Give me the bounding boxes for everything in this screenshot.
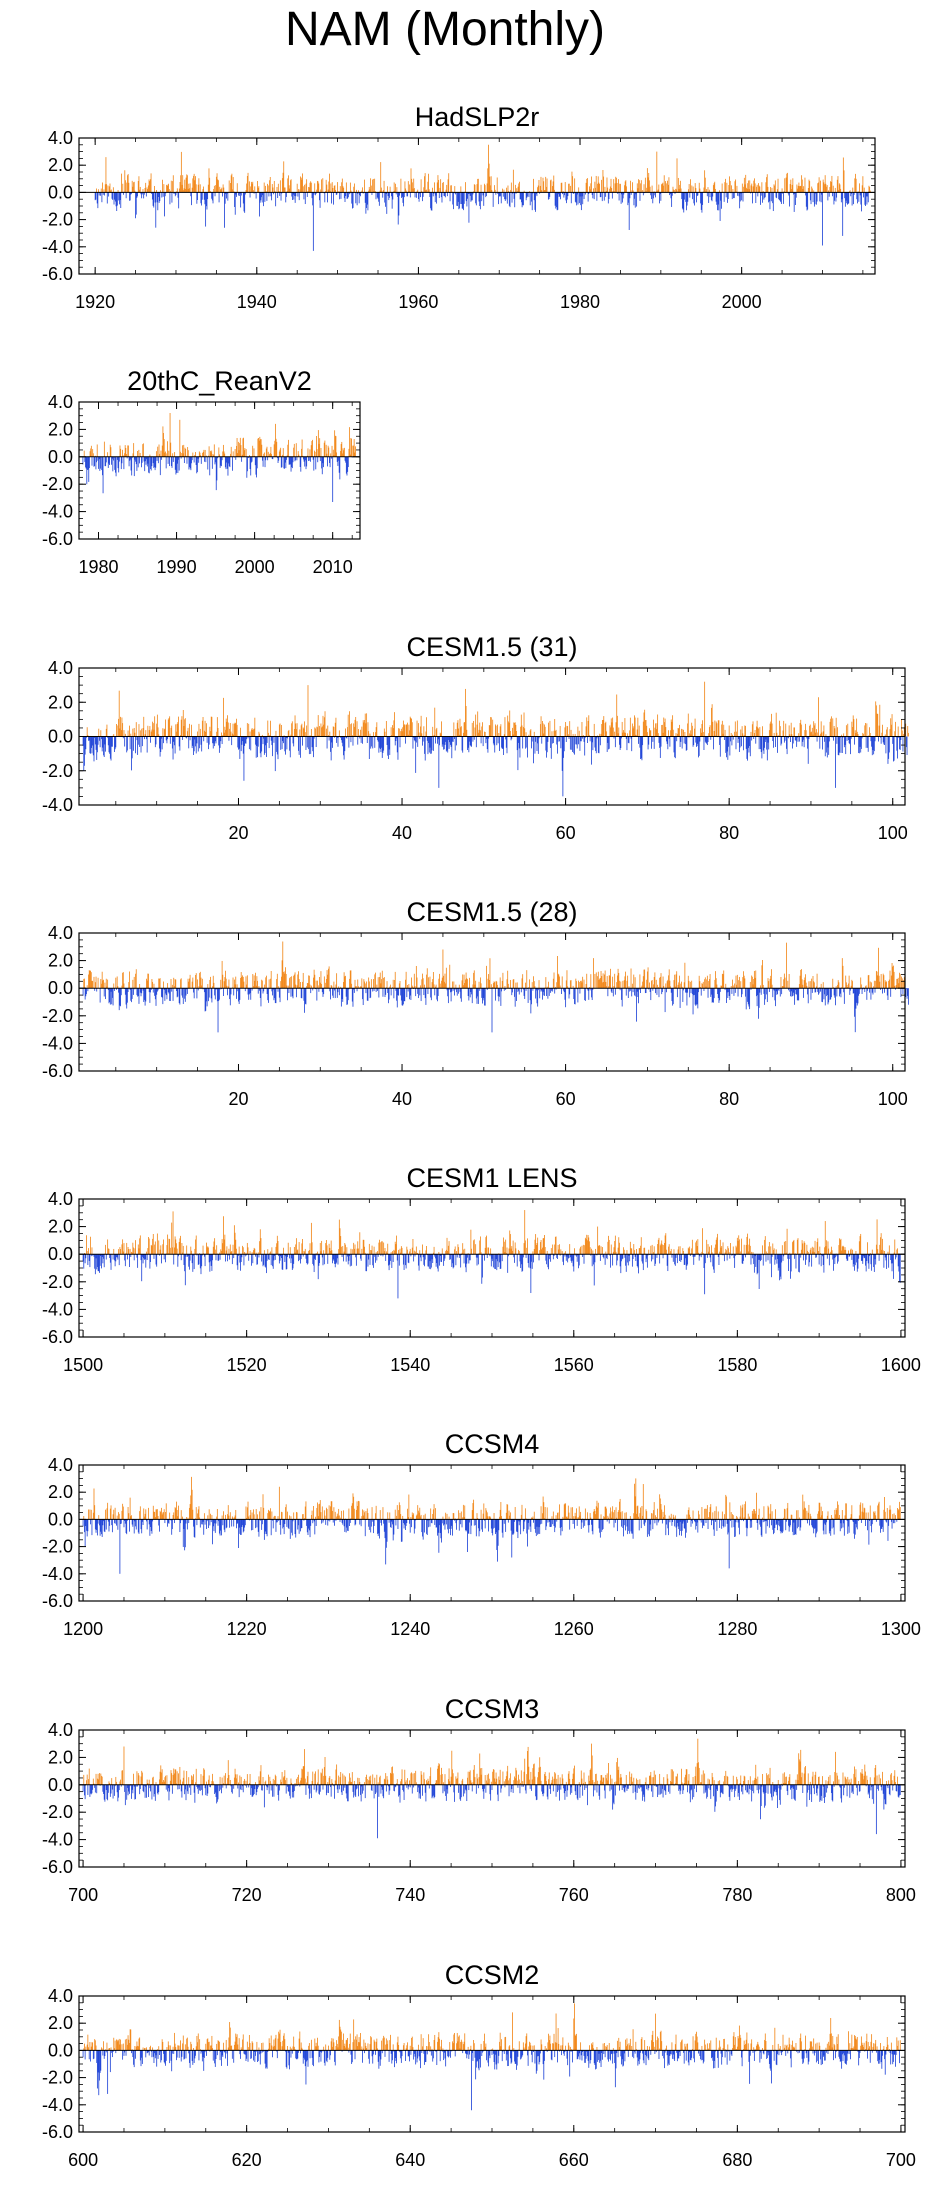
x-tick-label: 2000	[235, 557, 275, 577]
x-tick-label: 60	[556, 823, 576, 843]
y-tick-label: 2.0	[48, 419, 73, 439]
chart-panel: CESM1.5 (31) -4.0 -2.0 0.0 2.0 4.0 20 40 60 80 100	[42, 632, 909, 843]
panel-title: CESM1.5 (28)	[406, 897, 577, 927]
y-tick-label: 2.0	[48, 155, 73, 175]
y-tick-label: -6.0	[42, 1061, 73, 1081]
x-tick-label: 80	[719, 1089, 739, 1109]
y-tick-label: 0.0	[48, 978, 73, 998]
x-tick-label: 80	[719, 823, 739, 843]
y-tick-label: 2.0	[48, 692, 73, 712]
x-tick-label: 2000	[722, 292, 762, 312]
y-tick-label: 4.0	[48, 392, 73, 412]
bar-series	[82, 681, 909, 797]
y-tick-label: 4.0	[48, 128, 73, 148]
y-tick-label: -2.0	[42, 210, 73, 230]
y-tick-label: -4.0	[42, 502, 73, 522]
y-tick-label: -4.0	[42, 1033, 73, 1053]
chart-panel: CESM1.5 (28) -6.0 -4.0 -2.0 0.0 2.0 4.0 20 40 60 8…	[42, 897, 909, 1109]
bar-series	[82, 412, 356, 503]
bar-series	[94, 144, 871, 251]
y-tick-label: -4.0	[42, 237, 73, 257]
x-tick-label: 1980	[78, 557, 118, 577]
x-tick-label: 100	[878, 823, 908, 843]
plot-frame	[78, 137, 876, 275]
y-tick-label: -4.0	[42, 795, 73, 815]
x-tick-label: 1920	[75, 292, 115, 312]
x-tick-label: 100	[878, 1089, 908, 1109]
x-tick-label: 1940	[237, 292, 277, 312]
panel-title: CESM1.5 (31)	[406, 632, 577, 662]
page-title: NAM (Monthly)	[285, 3, 605, 56]
y-tick-label: 0.0	[48, 182, 73, 202]
y-tick-label: -2.0	[42, 1006, 73, 1026]
bar-series	[82, 941, 909, 1033]
bar-series	[82, 1210, 901, 1299]
x-tick-label: 1980	[560, 292, 600, 312]
y-tick-label: 0.0	[48, 727, 73, 747]
y-tick-label: 0.0	[48, 447, 73, 467]
x-tick-label: 20	[228, 1089, 248, 1109]
y-tick-label: -2.0	[42, 474, 73, 494]
chart-panel: HadSLP2r -6.0 -4.0 -2.0 0.0 2.0 4.0 1920 1940 196…	[42, 102, 876, 312]
y-tick-label: 2.0	[48, 951, 73, 971]
y-tick-label: -6.0	[42, 264, 73, 284]
x-tick-label: 1990	[157, 557, 197, 577]
x-tick-label: 20	[228, 823, 248, 843]
x-tick-label: 40	[392, 1089, 412, 1109]
panel-title: CESM1 LENS	[406, 1163, 577, 1193]
panel-title: HadSLP2r	[415, 102, 540, 132]
x-tick-label: 2010	[313, 557, 353, 577]
x-tick-label: 1960	[398, 292, 438, 312]
x-tick-label: 60	[556, 1089, 576, 1109]
y-tick-label: 4.0	[48, 923, 73, 943]
y-tick-label: 4.0	[48, 658, 73, 678]
x-tick-label: 40	[392, 823, 412, 843]
panel-title: 20thC_ReanV2	[127, 366, 312, 396]
y-tick-label: -2.0	[42, 761, 73, 781]
y-tick-label: -6.0	[42, 529, 73, 549]
chart-panel: 20thC_ReanV2 -6.0 -4.0 -2.0 0.0 2.0 4.0 1980 199…	[42, 366, 361, 577]
plot-frame	[78, 401, 361, 540]
